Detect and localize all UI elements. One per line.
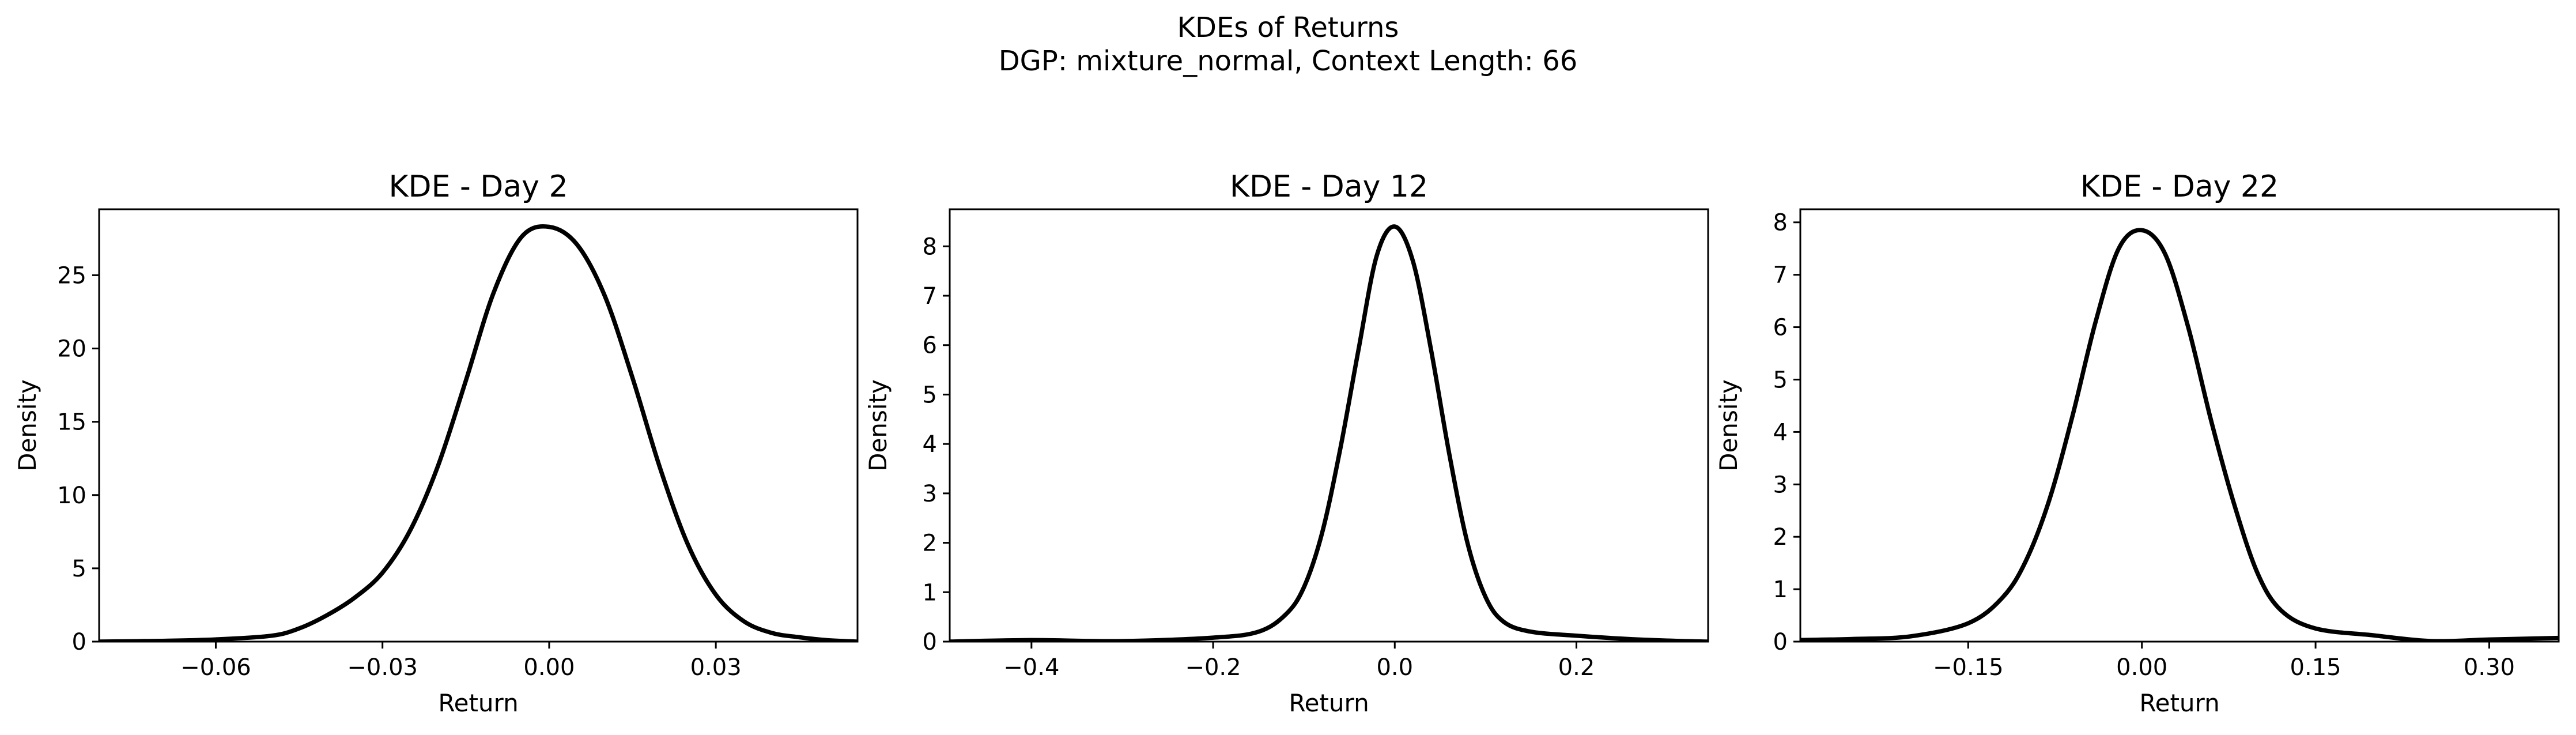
y-tick-label: 1	[923, 579, 937, 606]
x-tick-label: 0.0	[1376, 654, 1413, 681]
x-tick-label: 0.00	[523, 654, 575, 681]
y-tick-label: 2	[1773, 524, 1788, 551]
x-tick-label: −0.4	[1003, 654, 1059, 681]
x-tick-label: −0.15	[1933, 654, 2004, 681]
y-tick-label: 0	[1773, 629, 1788, 655]
y-tick-label: 20	[57, 336, 86, 363]
y-tick-label: 4	[923, 431, 937, 458]
y-tick-label: 25	[57, 262, 86, 289]
y-tick-label: 0	[72, 629, 86, 655]
kde-curve	[950, 224, 1708, 642]
x-tick-label: −0.2	[1185, 654, 1241, 681]
y-tick-label: 2	[923, 530, 937, 557]
y-axis-label: Density	[13, 379, 41, 472]
y-tick-label: 15	[57, 409, 86, 436]
x-axis-label: Return	[438, 689, 518, 717]
y-tick-label: 7	[1773, 262, 1788, 289]
subplot-day-22: −0.15 0.00 0.15 0.30 0 1 2 3 4 5 6 7 8 KDE - Day 22 Re…	[1714, 169, 2560, 717]
y-tick-label: 5	[72, 556, 86, 582]
x-tick-label: 0.2	[1558, 654, 1595, 681]
figure-title-line1: KDEs of Returns	[1177, 12, 1399, 44]
panel-title: KDE - Day 22	[2080, 169, 2279, 204]
y-tick-label: 1	[1773, 576, 1788, 603]
y-tick-label: 6	[1773, 315, 1788, 341]
subplot-day-12: −0.4 −0.2 0.0 0.2 0 1 2 3 4 5 6 7 8 KDE - Day 12 Retur…	[864, 169, 1709, 717]
y-tick-label: 10	[57, 483, 86, 509]
y-tick-label: 5	[1773, 367, 1788, 393]
subplot-day-2: −0.06 −0.03 0.00 0.03 0 5 10 15 20 25 KDE - Day 2 R…	[13, 169, 859, 717]
x-tick-label: 0.00	[2116, 654, 2167, 681]
y-axis-label: Density	[864, 379, 892, 472]
axes-frame	[98, 208, 859, 643]
figure-title-line2: DGP: mixture_normal, Context Length: 66	[999, 45, 1578, 77]
y-tick-label: 3	[1773, 472, 1788, 498]
panel-title: KDE - Day 2	[388, 169, 568, 204]
x-axis-label: Return	[2139, 689, 2219, 717]
x-axis-label: Return	[1289, 689, 1369, 717]
kde-curve	[99, 224, 858, 642]
y-tick-label: 4	[1773, 419, 1788, 446]
y-tick-label: 8	[923, 233, 937, 260]
x-tick-label: −0.03	[347, 654, 418, 681]
y-tick-label: 7	[923, 283, 937, 310]
y-tick-label: 6	[923, 333, 937, 359]
y-tick-label: 5	[923, 382, 937, 408]
x-tick-label: 0.30	[2464, 654, 2515, 681]
axes-frame	[949, 208, 1709, 643]
x-tick-label: 0.15	[2290, 654, 2341, 681]
axes-frame	[1799, 208, 2560, 643]
y-tick-label: 8	[1773, 210, 1788, 236]
x-tick-label: −0.06	[180, 654, 251, 681]
x-tick-label: 0.03	[690, 654, 742, 681]
y-axis-label: Density	[1714, 379, 1743, 472]
y-tick-label: 3	[923, 481, 937, 507]
kde-curve	[1800, 228, 2559, 642]
y-tick-label: 0	[923, 629, 937, 655]
panel-title: KDE - Day 12	[1230, 169, 1428, 204]
